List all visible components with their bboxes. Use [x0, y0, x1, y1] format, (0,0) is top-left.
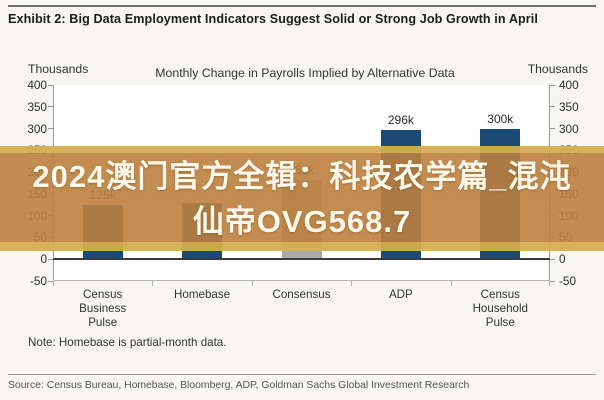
x-axis-boundary-tick	[549, 281, 550, 286]
x-axis-category-label: Census Household Pulse	[472, 288, 528, 329]
chart-note: Note: Homebase is partial-month data.	[28, 336, 227, 349]
y-axis-tick	[48, 280, 53, 282]
x-axis-category-labels: Census Business Pulse Homebase Consensus AD…	[53, 288, 550, 334]
overlay-text-line1: 2024澳门官方全辑：科技农学篇_混沌	[32, 158, 572, 194]
x-axis-boundary-tick	[152, 281, 153, 286]
overlay-bottom-edge	[0, 242, 604, 251]
left-axis-unit-label: Thousands	[28, 62, 89, 76]
x-axis-boundary-tick	[252, 281, 253, 286]
y-axis-tick-label: 0	[559, 252, 566, 267]
y-axis-tick-label: 400	[559, 78, 579, 92]
bottom-divider	[8, 374, 596, 375]
y-axis-tick	[48, 258, 53, 260]
y-axis-tick	[550, 258, 555, 260]
overlay-top-edge	[0, 146, 604, 153]
source-line: Source: Census Bureau, Homebase, Bloombe…	[8, 380, 470, 391]
y-axis-tick-label: 350	[559, 99, 579, 114]
x-axis-category-label: Census Business Pulse	[79, 288, 127, 329]
y-axis-tick	[48, 128, 53, 130]
y-axis-tick-label: 400	[27, 78, 47, 92]
exhibit-title: Exhibit 2: Big Data Employment Indicator…	[8, 12, 539, 26]
overlay-text-line2: 仙帝OVG568.7	[192, 203, 412, 239]
bar-value-label: 296k	[387, 113, 414, 128]
bar-value-label: 300k	[487, 111, 514, 126]
y-axis-tick-label: 0	[40, 252, 47, 267]
y-axis-tick	[550, 84, 555, 86]
x-axis-boundary-tick	[53, 281, 54, 286]
y-axis-tick-label: -50	[559, 274, 577, 288]
x-axis-category-label: ADP	[388, 288, 413, 301]
y-axis-tick-label: -50	[29, 274, 47, 288]
overlay-body	[0, 153, 604, 242]
x-axis-category-label: Homebase	[174, 288, 231, 301]
spam-overlay-banner: 2024澳门官方全辑：科技农学篇_混沌 仙帝OVG568.7	[0, 146, 604, 251]
y-axis-tick	[550, 106, 555, 108]
y-axis-tick	[48, 84, 53, 86]
overlay-text: 2024澳门官方全辑：科技农学篇_混沌 仙帝OVG568.7	[0, 146, 604, 251]
top-divider	[8, 5, 596, 7]
x-axis-category-label: Consensus	[272, 288, 331, 301]
y-axis-tick-label: 300	[559, 121, 579, 136]
y-axis-tick	[48, 106, 53, 108]
y-axis-tick	[550, 128, 555, 130]
right-axis-unit-label: Thousands	[527, 62, 588, 76]
zero-line	[53, 258, 550, 261]
y-axis-tick-label: 350	[27, 99, 47, 114]
y-axis-tick-label: 300	[27, 121, 47, 136]
bottom-frame-line	[53, 280, 550, 281]
x-axis-boundary-tick	[351, 281, 352, 286]
x-axis-boundary-tick	[451, 281, 452, 286]
chart-title: Monthly Change in Payrolls Implied by Al…	[155, 66, 455, 80]
y-axis-tick	[550, 280, 555, 282]
